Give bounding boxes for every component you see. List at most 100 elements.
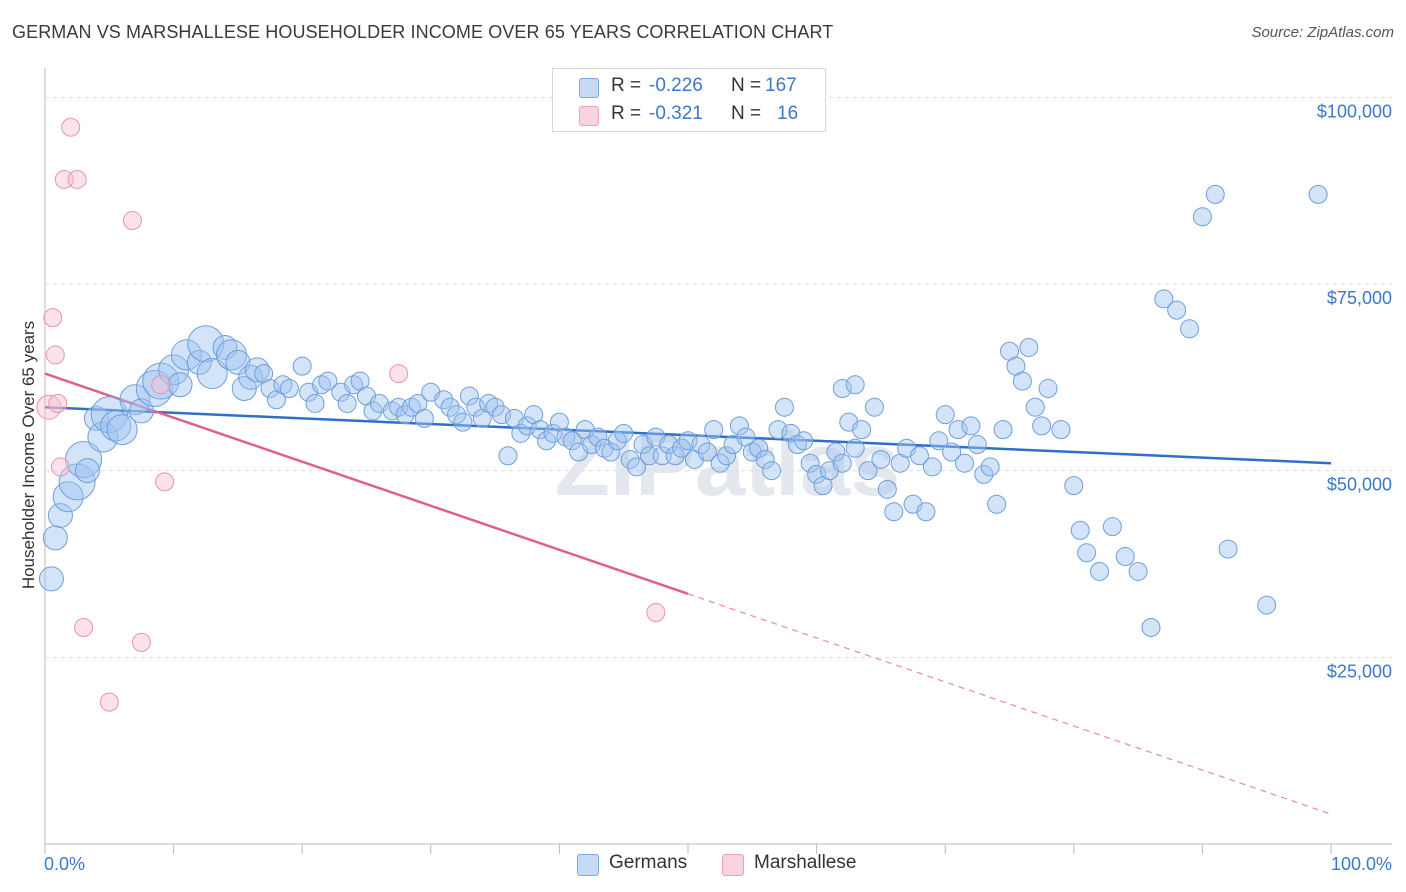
point-germans xyxy=(1141,617,1161,637)
point-germans xyxy=(1025,397,1045,417)
legend-swatch-germans xyxy=(577,854,599,876)
point-germans xyxy=(672,438,692,458)
point-germans xyxy=(967,435,987,455)
point-germans xyxy=(1115,547,1135,567)
point-germans xyxy=(38,566,64,592)
point-marshallese xyxy=(67,169,87,189)
point-marshallese xyxy=(99,692,119,712)
point-germans xyxy=(1051,420,1071,440)
point-germans xyxy=(305,393,325,413)
point-germans xyxy=(864,397,884,417)
point-germans xyxy=(749,438,769,458)
point-germans xyxy=(135,370,173,408)
point-germans xyxy=(954,453,974,473)
point-germans xyxy=(244,357,270,383)
point-germans xyxy=(1090,561,1110,581)
point-germans xyxy=(231,376,257,402)
point-germans xyxy=(215,339,247,371)
point-germans xyxy=(167,372,193,398)
point-germans xyxy=(916,502,936,522)
point-marshallese xyxy=(122,211,142,231)
point-germans xyxy=(311,375,331,395)
points xyxy=(36,117,1328,712)
point-marshallese xyxy=(74,617,94,637)
legend-n-value: 167 xyxy=(765,75,797,96)
point-germans xyxy=(402,397,422,417)
y-tick-label: $50,000 xyxy=(1327,475,1392,495)
legend-n-value: 16 xyxy=(777,103,799,124)
point-germans xyxy=(498,446,518,466)
point-marshallese xyxy=(389,364,409,384)
legend-n-label: N = xyxy=(731,103,762,124)
point-germans xyxy=(832,379,852,399)
point-marshallese xyxy=(48,393,68,413)
y-ticks: $25,000 $50,000 $75,000 $100,000 xyxy=(1317,101,1392,681)
point-germans xyxy=(90,396,128,434)
point-marshallese xyxy=(45,345,65,365)
point-germans xyxy=(961,416,981,436)
legend-r-value: -0.226 xyxy=(649,75,703,96)
point-germans xyxy=(119,384,151,416)
point-germans xyxy=(845,375,865,395)
axes xyxy=(44,68,1392,854)
point-germans xyxy=(318,371,338,391)
point-germans xyxy=(479,393,499,413)
point-marshallese xyxy=(131,632,151,652)
point-marshallese xyxy=(151,375,171,395)
point-germans xyxy=(974,464,994,484)
point-germans xyxy=(826,442,846,462)
point-germans xyxy=(447,405,467,425)
point-germans xyxy=(414,408,434,428)
point-germans xyxy=(279,379,299,399)
point-germans xyxy=(852,420,872,440)
point-germans xyxy=(627,457,647,477)
legend-row-marshallese: R = -0.321 N = 16 xyxy=(553,101,825,129)
point-germans xyxy=(562,431,582,451)
point-germans xyxy=(871,449,891,469)
point-marshallese xyxy=(61,117,81,137)
point-germans xyxy=(1070,520,1090,540)
point-germans xyxy=(273,375,293,395)
point-germans xyxy=(729,416,749,436)
point-germans xyxy=(691,435,711,455)
point-germans xyxy=(993,420,1013,440)
point-germans xyxy=(755,449,775,469)
point-germans xyxy=(794,431,814,451)
point-marshallese xyxy=(43,308,63,328)
point-germans xyxy=(909,446,929,466)
trendlines xyxy=(44,372,1332,815)
trendline-marshallese-extension xyxy=(687,593,1332,815)
point-germans xyxy=(774,397,794,417)
point-germans xyxy=(1032,416,1052,436)
point-germans xyxy=(1167,300,1187,320)
point-germans xyxy=(1180,319,1200,339)
point-germans xyxy=(511,423,531,443)
point-germans xyxy=(292,356,312,376)
legend-r-value: -0.321 xyxy=(649,103,703,124)
legend-r-label: R = xyxy=(611,103,642,124)
y-tick-label: $25,000 xyxy=(1327,661,1392,681)
point-germans xyxy=(845,438,865,458)
source-label: Source: ZipAtlas.com xyxy=(1251,24,1394,41)
point-germans xyxy=(877,479,897,499)
point-marshallese xyxy=(36,394,62,420)
point-germans xyxy=(466,397,486,417)
point-germans xyxy=(800,453,820,473)
point-germans xyxy=(100,410,132,442)
point-germans xyxy=(1205,184,1225,204)
point-germans xyxy=(337,393,357,413)
point-germans xyxy=(47,502,73,528)
point-germans xyxy=(492,405,512,425)
point-germans xyxy=(537,431,557,451)
point-germans xyxy=(620,449,640,469)
point-germans xyxy=(659,435,679,455)
point-marshallese xyxy=(646,603,666,623)
point-germans xyxy=(260,379,280,399)
legend-swatch-marshallese xyxy=(722,854,744,876)
point-germans xyxy=(1128,561,1148,581)
point-germans xyxy=(787,435,807,455)
point-germans xyxy=(363,401,383,421)
point-germans xyxy=(704,420,724,440)
point-germans xyxy=(807,464,827,484)
